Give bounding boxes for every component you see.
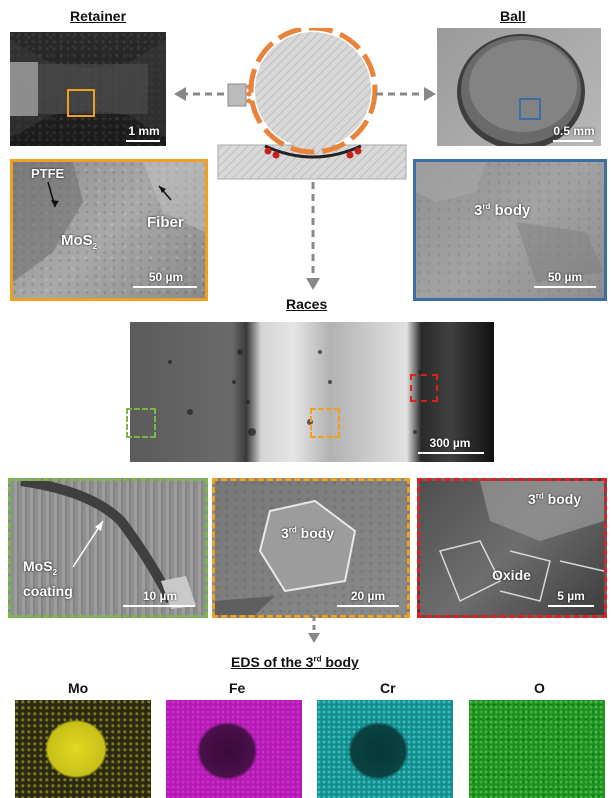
races-red-third-body-label: 3rd body xyxy=(528,491,582,507)
races-green-zoom-image: MoS2 coating 10 µm xyxy=(8,478,208,618)
races-green-roi-box xyxy=(126,408,156,438)
arrow-to-ball xyxy=(424,87,436,101)
races-yellow-zoom-image: 3rd body 20 µm xyxy=(212,478,410,618)
retainer-zoom-image: PTFE MoS2 Fiber 50 µm xyxy=(10,159,208,301)
ball-third-body-label: 3rd body xyxy=(474,202,531,219)
races-overview-image: 300 µm xyxy=(126,322,494,462)
ball-zoom-scale-bar: 50 µm xyxy=(547,270,583,284)
retainer-piece xyxy=(227,83,247,107)
arrow-to-eds xyxy=(308,616,320,643)
retainer-title: Retainer xyxy=(70,8,127,24)
races-yellow-third-body-label: 3rd body xyxy=(281,525,335,541)
eds-cr-map xyxy=(317,700,453,798)
ball-title: Ball xyxy=(500,8,526,24)
bearing-schematic xyxy=(174,28,436,290)
retainer-overview-image: 1 mm xyxy=(10,32,166,146)
eds-cr-label: Cr xyxy=(380,680,396,696)
retainer-roi-box xyxy=(67,89,95,117)
arrow-to-races xyxy=(306,278,320,290)
retainer-scale-bar: 1 mm xyxy=(128,124,160,138)
races-green-scale-bar: 10 µm xyxy=(142,589,178,603)
retainer-zoom-scale-bar: 50 µm xyxy=(148,270,184,284)
races-title: Races xyxy=(286,296,328,312)
eds-fe-map xyxy=(166,700,302,798)
eds-o-map xyxy=(469,700,605,798)
oxide-label: Oxide xyxy=(492,567,531,583)
ptfe-label: PTFE xyxy=(31,166,65,181)
ball-roi-box xyxy=(519,98,541,120)
ball-zoom-image: 3rd body 50 µm xyxy=(413,159,607,301)
eds-title: EDS of the 3rd body xyxy=(231,654,359,670)
arrow-to-retainer xyxy=(174,87,186,101)
ball-circle xyxy=(255,32,371,148)
races-scale-bar: 300 µm xyxy=(429,436,471,450)
ball-ring xyxy=(248,28,378,155)
eds-o-label: O xyxy=(534,680,545,696)
mos2-coating-label: MoS2 coating xyxy=(23,558,73,599)
eds-mo-label: Mo xyxy=(68,680,89,696)
races-red-scale-bar: 5 µm xyxy=(557,589,585,603)
races-red-zoom-image: 3rd body Oxide 5 µm xyxy=(417,478,607,618)
fiber-label: Fiber xyxy=(147,214,184,231)
ball-scale-bar: 0.5 mm xyxy=(553,124,595,138)
mos2-label: MoS2 xyxy=(61,232,98,251)
ball-overview-image: 0.5 mm xyxy=(437,28,601,146)
races-yellow-scale-bar: 20 µm xyxy=(350,589,386,603)
eds-mo-map xyxy=(15,700,151,798)
eds-fe-label: Fe xyxy=(229,680,246,696)
races-red-roi-box xyxy=(410,374,438,402)
races-yellow-roi-box xyxy=(310,408,340,438)
